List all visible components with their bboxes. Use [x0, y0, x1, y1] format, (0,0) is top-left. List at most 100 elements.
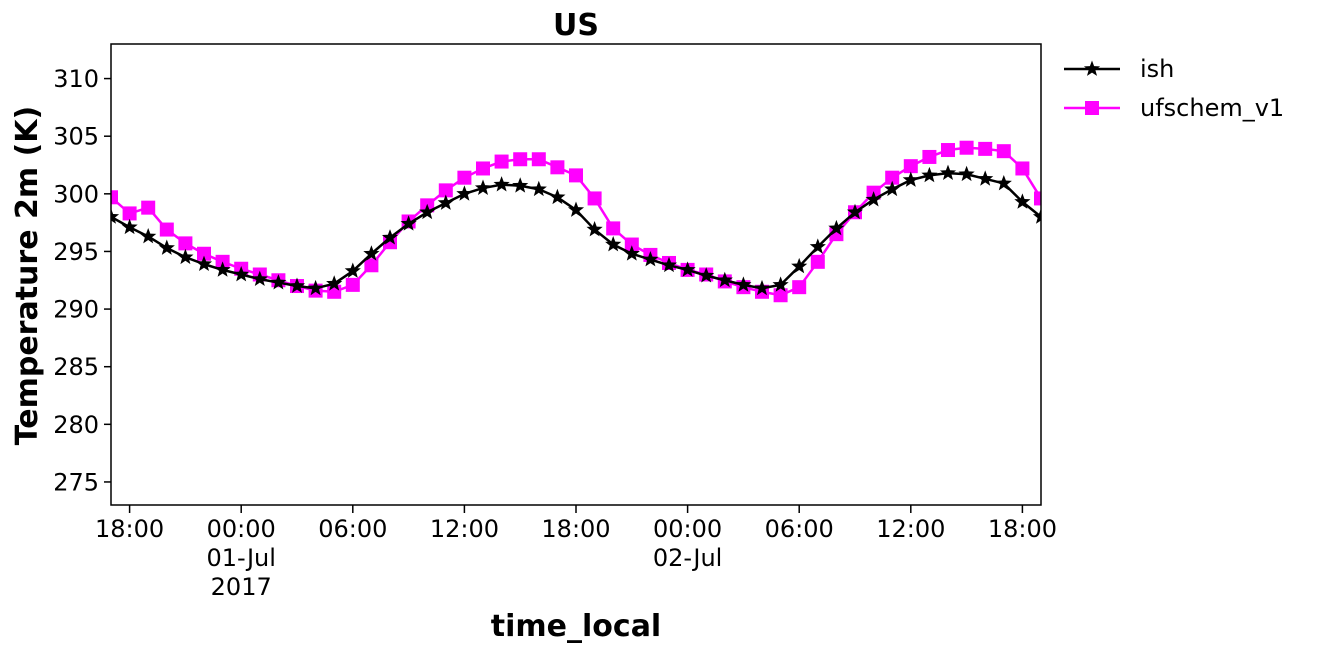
data-point-ufschem_v1 [1034, 191, 1041, 206]
legend-marker-ufschem_v1 [1085, 101, 1099, 115]
y-axis: 275 280 285 290 295 300 305 310 [53, 65, 111, 496]
data-point-ufschem_v1 [494, 154, 509, 169]
data-point-ish [1032, 208, 1041, 224]
data-point-ufschem_v1 [606, 221, 621, 236]
data-point-ufschem_v1 [773, 288, 788, 303]
y-tick-label: 285 [53, 353, 99, 381]
x-axis-title: time_local [491, 609, 661, 644]
legend-label-ish: ish [1140, 55, 1174, 83]
data-point-ish [902, 171, 919, 187]
data-point-ufschem_v1 [111, 190, 118, 205]
data-point-ufschem_v1 [996, 144, 1011, 159]
data-point-ufschem_v1 [903, 159, 918, 174]
data-point-ish [530, 180, 547, 197]
data-point-ufschem_v1 [978, 141, 993, 156]
data-point-ish [809, 238, 826, 254]
data-point-ish [381, 229, 399, 245]
data-point-ish [679, 261, 696, 277]
data-point-ish [512, 177, 529, 193]
data-point-ufschem_v1 [513, 152, 528, 167]
x-tick-label: 18:00 [95, 515, 164, 543]
data-point-ufschem_v1 [922, 149, 937, 164]
data-point-ufschem_v1 [438, 183, 453, 198]
data-point-ufschem_v1 [550, 160, 565, 175]
data-point-ish [363, 245, 380, 261]
data-point-ish [111, 208, 120, 224]
x-tick-label: 06:00 [765, 515, 834, 543]
data-point-ish [753, 279, 771, 296]
data-point-ufschem_v1 [178, 236, 193, 251]
data-point-ish [549, 188, 566, 205]
x-tick-label: 02-Jul [653, 544, 723, 572]
series-ufschem_v1 [111, 140, 1041, 303]
data-point-ish [474, 179, 492, 195]
data-point-ish [214, 261, 231, 277]
data-point-ish [921, 166, 938, 183]
data-point-ish [400, 215, 417, 231]
y-tick-label: 300 [53, 180, 99, 208]
data-point-ufschem_v1 [197, 246, 211, 261]
data-point-ish [716, 271, 733, 288]
data-point-ish [586, 221, 603, 237]
data-point-ish [642, 251, 659, 267]
data-point-ufschem_v1 [364, 258, 379, 273]
legend-marker-ish [1083, 60, 1101, 76]
data-point-ish [288, 277, 306, 293]
x-tick-label: 18:00 [988, 515, 1057, 543]
data-point-ish [326, 275, 343, 291]
legend: ish ufschem_v1 [1064, 55, 1284, 122]
y-tick-label: 290 [53, 296, 99, 324]
data-point-ish [251, 270, 268, 286]
data-point-ish [735, 276, 752, 292]
legend-label-ufschem_v1: ufschem_v1 [1140, 94, 1284, 122]
data-point-ufschem_v1 [941, 143, 955, 158]
x-tick-label: 18:00 [541, 515, 610, 543]
y-axis-title: Temperature 2m (K) [10, 106, 45, 445]
y-tick-label: 305 [53, 123, 99, 151]
plot-frame [110, 43, 1042, 506]
data-point-ufschem_v1 [569, 168, 583, 183]
y-tick-label: 275 [53, 468, 99, 496]
y-tick-label: 310 [53, 65, 99, 93]
data-point-ish [121, 218, 138, 235]
plot-area [111, 140, 1041, 303]
data-point-ish [791, 257, 808, 274]
data-point-ish [456, 185, 473, 201]
data-point-ufschem_v1 [587, 191, 602, 206]
data-point-ish [865, 191, 882, 207]
data-point-ish [828, 219, 845, 236]
data-point-ish [567, 201, 585, 217]
data-point-ish [140, 227, 157, 244]
data-point-ish [344, 262, 361, 278]
data-point-ish [846, 203, 864, 220]
data-point-ish [958, 165, 975, 182]
data-point-ish [995, 174, 1012, 191]
data-point-ish [698, 267, 715, 283]
x-tick-label: 00:00 [653, 515, 722, 543]
data-point-ish [437, 194, 454, 210]
data-point-ufschem_v1 [1015, 161, 1030, 176]
data-point-ufschem_v1 [141, 200, 156, 215]
data-point-ish [233, 266, 250, 282]
x-tick-label: 06:00 [318, 515, 387, 543]
data-point-ish [493, 176, 510, 192]
y-tick-label: 280 [53, 411, 99, 439]
data-point-ufschem_v1 [159, 222, 174, 237]
series-ish [111, 164, 1041, 296]
data-point-ufschem_v1 [122, 206, 137, 221]
data-point-ish [177, 248, 194, 265]
data-point-ish [660, 256, 678, 273]
x-tick-label: 2017 [211, 573, 272, 601]
data-point-ish [307, 279, 324, 296]
data-point-ish [772, 276, 789, 292]
data-point-ufschem_v1 [531, 152, 546, 167]
data-point-ish [1014, 193, 1031, 209]
data-point-ish [884, 180, 901, 197]
y-tick-label: 295 [53, 238, 99, 266]
data-point-ufschem_v1 [345, 277, 360, 292]
data-point-ish [158, 239, 175, 255]
data-point-ufschem_v1 [959, 140, 974, 155]
data-point-ufschem_v1 [885, 170, 900, 185]
